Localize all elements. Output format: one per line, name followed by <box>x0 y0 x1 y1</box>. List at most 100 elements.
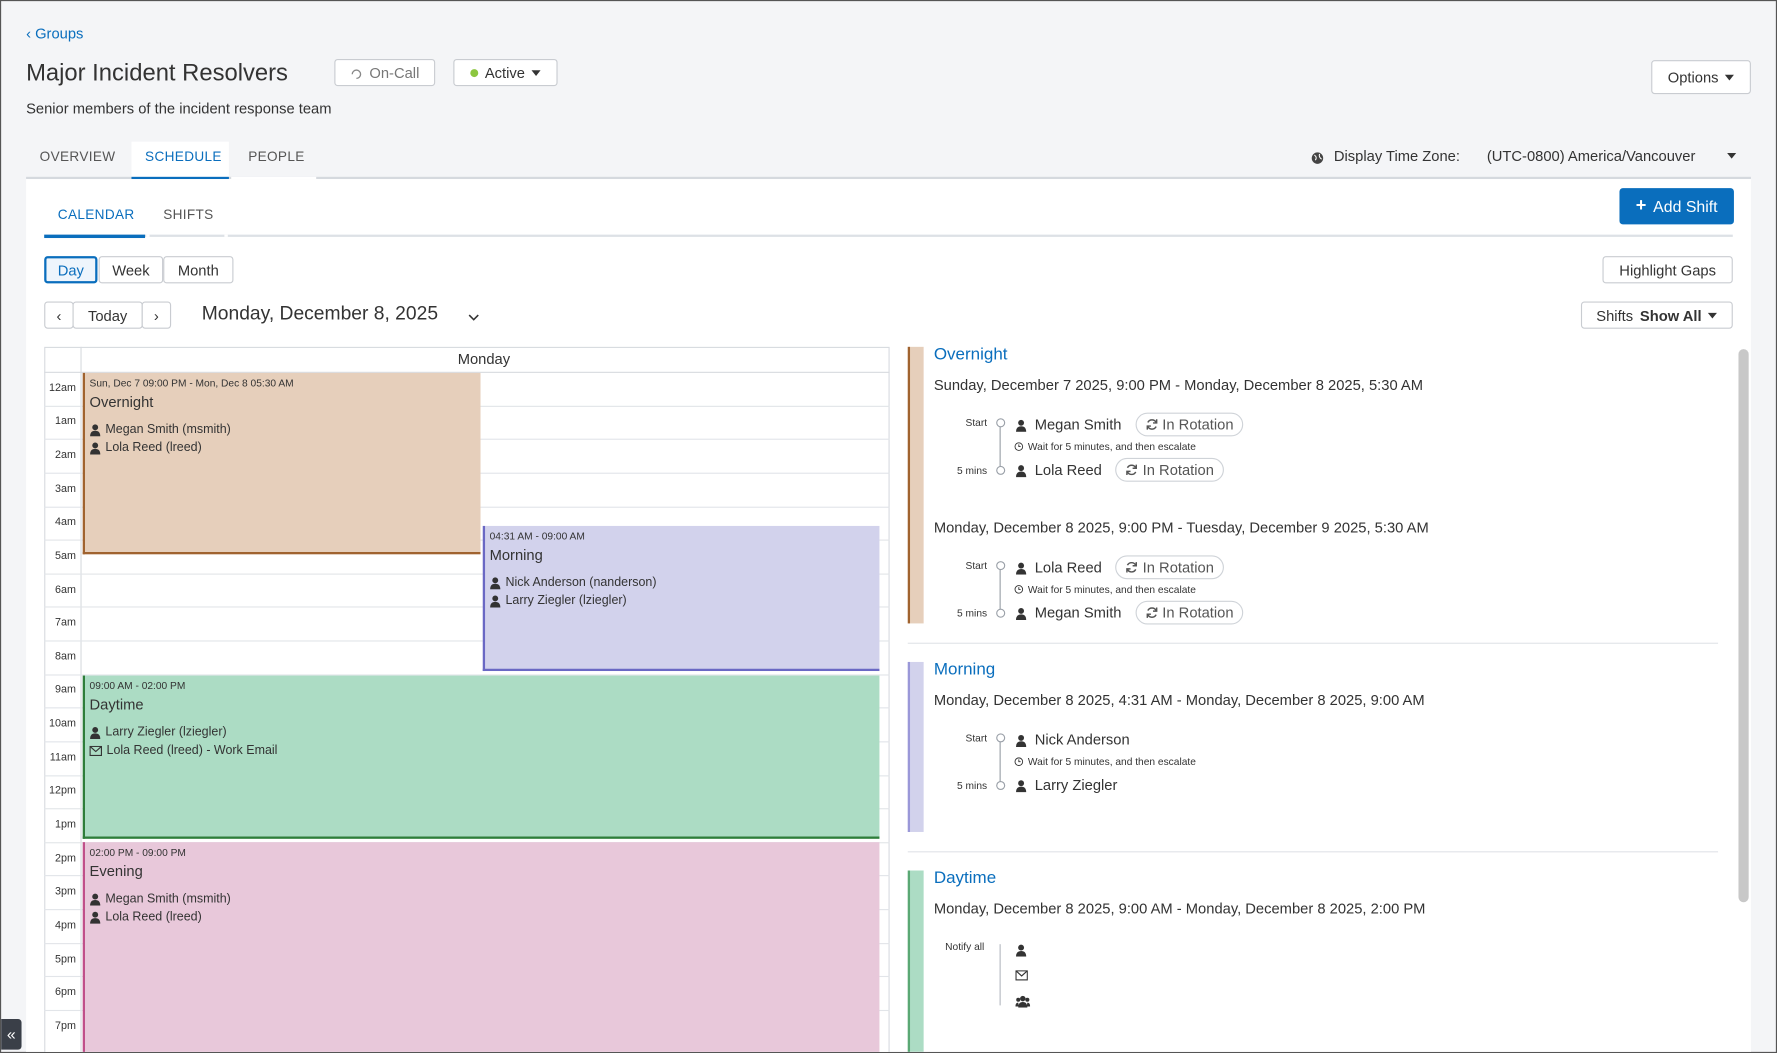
timeline-node <box>996 780 1006 791</box>
hour-label: 12pm <box>48 784 76 798</box>
collapse-sidebar-button[interactable]: « <box>1 1018 22 1050</box>
step-row <box>1015 987 1038 1012</box>
scrollbar-thumb <box>1738 349 1749 903</box>
hour-label: 2am <box>54 448 76 462</box>
icon <box>1015 991 1031 1008</box>
delay-label: 5 mins <box>957 607 988 619</box>
day-header: Monday <box>457 350 511 368</box>
event-member: Lola Reed (lreed) <box>90 436 202 459</box>
start-label: Start <box>965 559 988 572</box>
timeline <box>999 425 1001 471</box>
wait-label: Wait for 5 minutes, and then escalate <box>1027 756 1196 768</box>
hour-label: 2pm <box>54 851 76 865</box>
occurrence-range: Monday, December 8 2025, 9:00 AM - Monda… <box>933 899 1426 917</box>
tab-sep <box>231 176 317 180</box>
shift-event[interactable]: Sun, Dec 7 09:00 PM - Mon, Dec 8 05:30 A… <box>82 372 481 555</box>
subtab[interactable]: CALENDAR <box>57 206 135 223</box>
occurrence-range: Monday, December 8 2025, 4:31 AM - Monda… <box>933 691 1425 709</box>
event-member: Larry Ziegler (lziegler) <box>90 721 227 744</box>
event-member: Megan Smith (msmith) <box>90 888 231 911</box>
delay-label: 5 mins <box>957 779 988 792</box>
step-name: Nick Anderson <box>1034 730 1130 748</box>
hour-label: 4pm <box>54 919 76 932</box>
hour-label: 5pm <box>54 952 76 966</box>
step-row <box>1015 961 1035 986</box>
tag-label: In Rotation <box>1142 460 1214 478</box>
view-button[interactable]: Month <box>163 256 234 284</box>
step-row: Lola Reed In Rotation <box>1015 457 1225 482</box>
hour-label: 3am <box>54 482 76 495</box>
tab-active-bg <box>131 141 229 180</box>
section-divider <box>907 851 1719 853</box>
hour-label: 7am <box>54 616 76 630</box>
hour-label: 11am <box>49 751 76 764</box>
step-name: Lola Reed <box>1034 460 1102 478</box>
status-dropdown[interactable]: Active <box>453 58 558 87</box>
tab[interactable]: SCHEDULE <box>145 148 222 165</box>
tab-bar-line <box>26 176 1751 180</box>
hour-line <box>44 640 890 642</box>
wait-row: Wait for 5 minutes, and then escalate <box>1014 438 1196 456</box>
occurrence-range: Monday, December 8 2025, 9:00 PM - Tuesd… <box>933 519 1429 537</box>
tag-label: In Rotation <box>1162 603 1234 621</box>
icon <box>350 64 362 81</box>
group-description: Senior members of the incident response … <box>26 99 332 117</box>
icon <box>1015 940 1027 957</box>
step-name: Megan Smith <box>1034 415 1122 433</box>
highlight-gaps-button[interactable]: Highlight Gaps <box>1602 256 1733 284</box>
view-label: Day <box>57 261 84 279</box>
hour-label: 5am <box>54 549 76 563</box>
event-name: Morning <box>489 546 543 564</box>
current-date[interactable]: Monday, December 8, 2025 <box>201 302 439 325</box>
event-time: 02:00 PM - 09:00 PM <box>89 846 186 859</box>
member-name: Larry Ziegler (lziegler) <box>505 593 627 608</box>
icon <box>1015 776 1027 793</box>
timezone-value[interactable]: (UTC-0800) America/Vancouver <box>1486 147 1696 165</box>
member-name: Larry Ziegler (lziegler) <box>105 725 227 740</box>
add-shift-button[interactable]: + Add Shift <box>1619 188 1734 225</box>
breadcrumb-link[interactable]: ‹ Groups <box>26 24 84 42</box>
rotation-tag: In Rotation <box>1135 600 1244 624</box>
icon <box>89 739 102 762</box>
day-header-line <box>44 371 890 373</box>
status-dot <box>470 68 479 77</box>
wait-row: Wait for 5 minutes, and then escalate <box>1014 580 1196 598</box>
hour-line <box>44 573 890 575</box>
event-member: Lola Reed (lreed) <box>90 906 202 929</box>
timeline-node <box>996 733 1006 743</box>
plus-icon: + <box>1635 196 1647 216</box>
options-dropdown[interactable]: Options <box>1651 60 1751 95</box>
view-button[interactable]: Day <box>44 256 98 284</box>
rotation-tag: In Rotation <box>1135 412 1244 436</box>
shift-event[interactable]: 02:00 PM - 09:00 PM Evening Megan Smith (m… <box>82 842 880 1052</box>
hour-label: 6am <box>54 583 76 596</box>
tab[interactable]: OVERVIEW <box>39 148 116 165</box>
hour-label: 7pm <box>54 1019 76 1033</box>
caret <box>1727 153 1737 159</box>
step-name: Larry Ziegler <box>1034 775 1118 793</box>
prev-button[interactable]: ‹ <box>44 301 74 329</box>
shifts-filter[interactable]: Shifts Show All <box>1580 301 1733 329</box>
next-button[interactable]: › <box>141 301 172 329</box>
shifts-value: Show All <box>1639 306 1702 324</box>
hour-label: 10am <box>48 717 76 731</box>
tab[interactable]: PEOPLE <box>248 148 305 165</box>
shift-event[interactable]: 04:31 AM - 09:00 AM Morning Nick Anderson … <box>482 525 880 672</box>
wait-row: Wait for 5 minutes, and then escalate <box>1014 753 1196 771</box>
event-member: Larry Ziegler (lziegler) <box>490 589 627 612</box>
timeline-node <box>996 608 1006 618</box>
icon <box>1015 965 1028 982</box>
step-row: Larry Ziegler <box>1015 772 1117 797</box>
member-name: Lola Reed (lreed) - Work Email <box>106 743 278 758</box>
view-button[interactable]: Week <box>98 256 164 284</box>
hour-line <box>44 674 890 676</box>
subtab[interactable]: SHIFTS <box>163 206 214 223</box>
caret <box>1725 74 1735 80</box>
event-name: Overnight <box>89 393 154 411</box>
wait-label: Wait for 5 minutes, and then escalate <box>1027 440 1196 453</box>
shift-event[interactable]: 09:00 AM - 02:00 PM Daytime Larry Ziegler … <box>82 675 880 839</box>
today-button[interactable]: Today <box>72 301 143 329</box>
hour-label: 12am <box>48 381 76 395</box>
hour-label: 8am <box>54 650 76 663</box>
